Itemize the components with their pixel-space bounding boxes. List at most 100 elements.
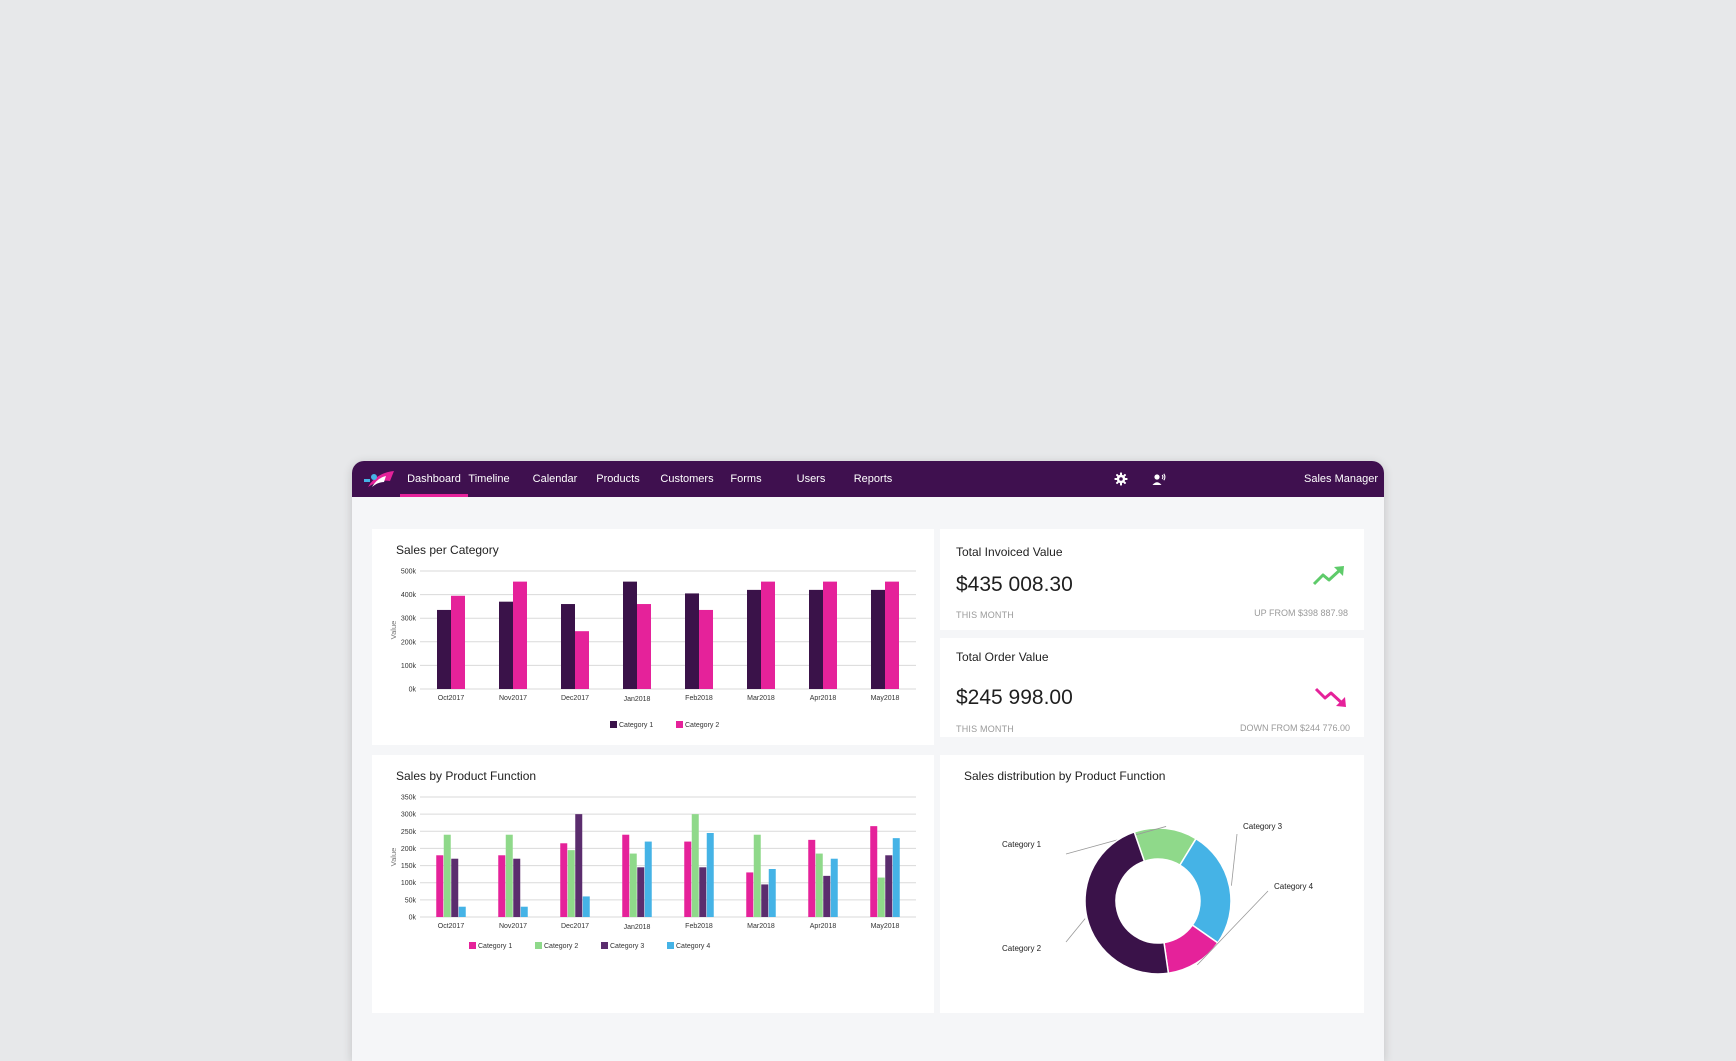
gear-icon[interactable] [1114, 472, 1128, 486]
bar-category-1-oct2017[interactable] [436, 855, 444, 917]
bar-category-4-oct2017[interactable] [458, 906, 466, 917]
legend-swatch [535, 942, 542, 949]
bar-category-1-nov2017[interactable] [499, 601, 513, 689]
callout-line [1065, 918, 1086, 943]
bar-category-3-feb2018[interactable] [699, 867, 707, 917]
bar-category-4-dec2017[interactable] [582, 896, 590, 917]
donut-slice-category-3[interactable] [1178, 837, 1232, 944]
person-voice-icon[interactable] [1152, 472, 1166, 486]
callout-label: Category 3 [1243, 822, 1283, 831]
brand-logo[interactable] [362, 467, 396, 491]
bar-category-3-nov2017[interactable] [513, 858, 521, 917]
x-tick-label: Mar2018 [747, 695, 775, 702]
y-axis-label: Value [389, 621, 398, 640]
nav-item-forms[interactable]: Forms [730, 473, 762, 485]
x-tick-label: May2018 [871, 923, 900, 930]
bar-category-2-oct2017[interactable] [443, 834, 451, 917]
bar-category-2-feb2018[interactable] [699, 609, 713, 689]
nav-item-products[interactable]: Products [596, 473, 640, 485]
bar-category-1-oct2017[interactable] [437, 609, 451, 689]
nav-item-calendar[interactable]: Calendar [532, 473, 578, 485]
x-tick-label: Feb2018 [685, 695, 713, 702]
x-tick-label: Apr2018 [810, 923, 837, 930]
bar-category-1-mar2018[interactable] [747, 589, 761, 689]
bar-category-2-oct2017[interactable] [451, 595, 465, 689]
x-tick-label: Apr2018 [810, 695, 837, 702]
bar-category-3-apr2018[interactable] [823, 875, 831, 917]
kpi-period: THIS MONTH [956, 610, 1014, 620]
bar-category-2-mar2018[interactable] [761, 581, 775, 689]
bar-category-4-jan2018[interactable] [644, 841, 652, 917]
bar-category-3-mar2018[interactable] [761, 884, 769, 917]
bar-category-2-apr2018[interactable] [815, 853, 823, 917]
bar-category-2-apr2018[interactable] [823, 581, 837, 689]
bar-category-3-dec2017[interactable] [575, 814, 583, 917]
bar-category-1-jan2018[interactable] [623, 581, 637, 689]
sales-distribution-card: Sales distribution by Product Function C… [940, 755, 1364, 1013]
y-tick-label: 200k [401, 639, 417, 646]
legend-swatch [610, 721, 617, 728]
bar-category-3-may2018[interactable] [885, 855, 893, 917]
bar-category-4-feb2018[interactable] [706, 833, 714, 917]
bar-category-2-nov2017[interactable] [513, 581, 527, 689]
bar-category-1-feb2018[interactable] [685, 593, 699, 689]
bar-category-3-jan2018[interactable] [637, 867, 645, 917]
nav-item-reports[interactable]: Reports [853, 473, 893, 485]
bar-category-1-dec2017[interactable] [560, 843, 568, 917]
bar-category-2-nov2017[interactable] [505, 834, 513, 917]
bar-category-2-feb2018[interactable] [691, 814, 699, 917]
legend-label[interactable]: Category 2 [544, 943, 578, 950]
callout-line [1231, 833, 1238, 886]
y-tick-label: 0k [409, 687, 417, 694]
bar-category-2-dec2017[interactable] [575, 631, 589, 689]
card-title: Sales by Product Function [396, 769, 537, 783]
bar-category-1-may2018[interactable] [871, 589, 885, 689]
x-tick-label: Oct2017 [438, 923, 465, 930]
bar-category-4-apr2018[interactable] [830, 858, 838, 917]
nav-item-timeline[interactable]: Timeline [468, 473, 510, 485]
sales-distribution-donut-chart: Category 1 Category 3 Category 4 Category 2 [1002, 822, 1314, 975]
bar-category-2-dec2017[interactable] [567, 850, 575, 917]
bar-category-1-jan2018[interactable] [622, 834, 630, 917]
sales-per-category-card: Sales per Category 0k 100k 200k 300k 400k 500… [372, 529, 934, 745]
x-tick-label: Jan2018 [624, 696, 651, 703]
legend-label[interactable]: Category 2 [685, 722, 719, 729]
callout-line [1197, 890, 1269, 966]
nav-item-dashboard[interactable]: Dashboard [400, 461, 468, 497]
legend-label[interactable]: Category 1 [478, 943, 512, 950]
sales-by-product-function-chart: 0k 50k 100k 150k 200k 250k 300k 350k Value Oct201… [389, 795, 916, 950]
bar-category-1-feb2018[interactable] [684, 841, 692, 917]
bar-category-1-nov2017[interactable] [498, 855, 506, 917]
y-tick-label: 50k [405, 897, 417, 904]
bar-category-4-mar2018[interactable] [768, 869, 776, 917]
bar-category-2-jan2018[interactable] [629, 853, 637, 917]
donut-slice-category-2[interactable] [1084, 831, 1170, 975]
bar-category-1-apr2018[interactable] [809, 589, 823, 689]
bar-category-2-may2018[interactable] [877, 877, 885, 917]
user-role-label[interactable]: Sales Manager [1304, 473, 1378, 485]
bar-category-4-may2018[interactable] [892, 838, 900, 917]
bar-category-1-mar2018[interactable] [746, 872, 754, 917]
legend-swatch [469, 942, 476, 949]
legend-label[interactable]: Category 1 [619, 722, 653, 729]
nav-item-users[interactable]: Users [796, 473, 826, 485]
top-navigation-bar: Dashboard Timeline Calendar Products Custome… [352, 461, 1384, 497]
bar-category-4-nov2017[interactable] [520, 906, 528, 917]
bar-category-2-may2018[interactable] [885, 581, 899, 689]
callout-label: Category 1 [1002, 840, 1042, 849]
bar-category-2-jan2018[interactable] [637, 604, 651, 689]
kpi-period: THIS MONTH [956, 724, 1014, 734]
bar-category-3-oct2017[interactable] [451, 858, 459, 917]
total-order-card: Total Order Value $245 998.00 THIS MONTH… [940, 638, 1364, 737]
trend-down-icon [1314, 687, 1346, 707]
legend-label[interactable]: Category 4 [676, 943, 710, 950]
bar-category-1-apr2018[interactable] [808, 839, 816, 917]
bar-category-2-mar2018[interactable] [753, 834, 761, 917]
nav-item-customers[interactable]: Customers [660, 473, 714, 485]
kpi-change: UP FROM $398 887.98 [1254, 608, 1348, 618]
bar-category-1-may2018[interactable] [870, 826, 878, 917]
legend-label[interactable]: Category 3 [610, 943, 644, 950]
kpi-value: $435 008.30 [956, 573, 1073, 596]
bar-category-1-dec2017[interactable] [561, 604, 575, 689]
x-tick-label: Nov2017 [499, 695, 527, 702]
